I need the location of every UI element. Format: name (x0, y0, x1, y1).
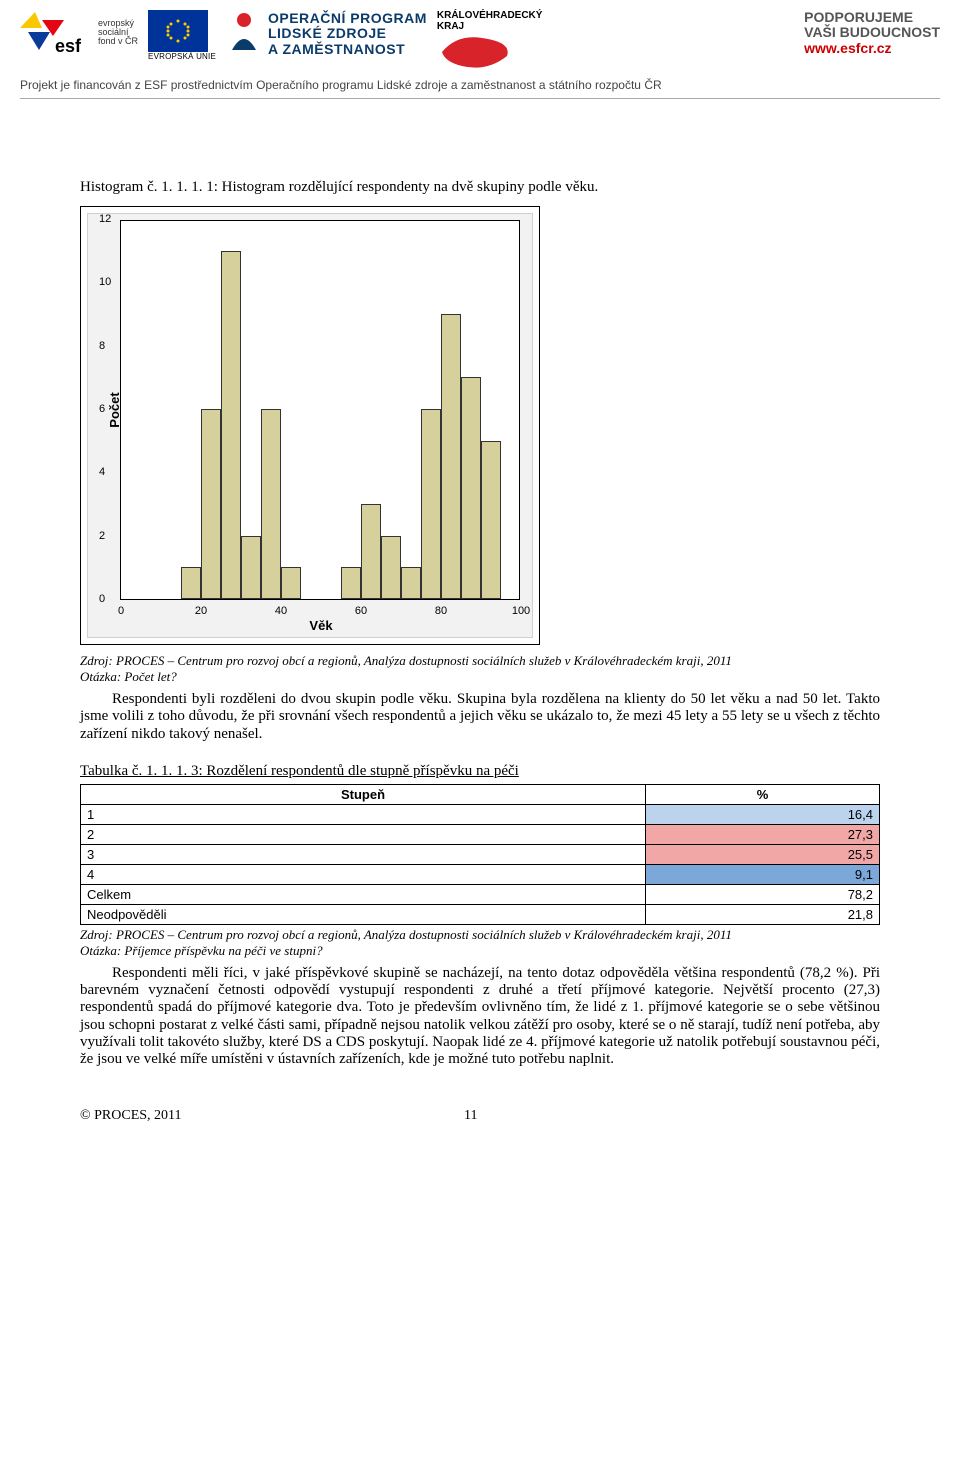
kraj-shape-icon (437, 32, 517, 70)
x-tick-label: 80 (435, 605, 447, 617)
logo-eu-block: EVROPSKÁ UNIE (148, 10, 216, 61)
histogram-bar (261, 409, 281, 599)
y-tick-label: 0 (99, 593, 105, 605)
logo-op-block: OPERAČNÍ PROGRAM LIDSKÉ ZDROJE A ZAMĚSTN… (226, 10, 427, 58)
histogram-bar (481, 441, 501, 599)
table-cell-label: 1 (81, 804, 646, 824)
support-line: VAŠI BUDOUCNOST (804, 25, 940, 40)
source-question: Otázka: Příjemce příspěvku na péči ve st… (80, 943, 880, 959)
y-tick-label: 8 (99, 340, 105, 352)
table-row: 227,3 (81, 824, 880, 844)
esf-star-icon: esf (20, 10, 90, 54)
table-caption: Tabulka č. 1. 1. 1. 3: Rozdělení respond… (80, 763, 880, 780)
table-cell-value: 21,8 (646, 904, 880, 924)
support-block: PODPORUJEME VAŠI BUDOUCNOST www.esfcr.cz (804, 10, 940, 56)
table-cell-value: 16,4 (646, 804, 880, 824)
table-cell-value: 78,2 (646, 884, 880, 904)
header-logos: esf evropský sociální fond v ČR EVROPSKÁ… (0, 0, 960, 74)
y-tick-label: 6 (99, 403, 105, 415)
table-cell-value: 25,5 (646, 844, 880, 864)
histogram-bar (281, 567, 301, 599)
y-tick-label: 12 (99, 213, 111, 225)
histogram-bar (421, 409, 441, 599)
chart-xlabel: Věk (120, 618, 522, 633)
project-funding-line: Projekt je financován z ESF prostřednict… (0, 74, 960, 98)
eu-flag-icon (148, 10, 208, 52)
histogram-chart: Počet 0 20 40 60 80 100 0 2 4 6 8 10 12 Věk (80, 206, 540, 645)
histogram-bar (401, 567, 421, 599)
table-row: 49,1 (81, 864, 880, 884)
op-text: OPERAČNÍ PROGRAM LIDSKÉ ZDROJE A ZAMĚSTN… (268, 11, 427, 57)
source-line: Zdroj: PROCES – Centrum pro rozvoj obcí … (80, 927, 880, 943)
kraj-line: KRÁLOVÉHRADECKÝ (437, 10, 543, 21)
support-link: www.esfcr.cz (804, 41, 940, 56)
table-cell-value: 9,1 (646, 864, 880, 884)
table-cell-label: 4 (81, 864, 646, 884)
table-header: % (646, 784, 880, 804)
x-tick-label: 60 (355, 605, 367, 617)
table-row: Neodpověděli21,8 (81, 904, 880, 924)
logo-kraj-block: KRÁLOVÉHRADECKÝ KRAJ (437, 10, 543, 70)
histogram-bar (201, 409, 221, 599)
header-divider (20, 98, 940, 99)
histogram-bar (441, 314, 461, 599)
source-question: Otázka: Počet let? (80, 669, 880, 685)
table-row: 325,5 (81, 844, 880, 864)
histogram-bar (181, 567, 201, 599)
table-cell-label: Neodpověděli (81, 904, 646, 924)
x-tick-label: 20 (195, 605, 207, 617)
histogram-bar (361, 504, 381, 599)
logo-esf-block: esf evropský sociální fond v ČR (20, 10, 138, 54)
y-tick-label: 2 (99, 530, 105, 542)
eu-label: EVROPSKÁ UNIE (148, 52, 216, 61)
table-cell-label: 3 (81, 844, 646, 864)
histogram-bar (221, 251, 241, 599)
paragraph: Respondenti měli říci, v jaké příspěvkov… (80, 965, 880, 1069)
kraj-line: KRAJ (437, 21, 464, 32)
x-tick-label: 100 (512, 605, 530, 617)
table-cell-label: Celkem (81, 884, 646, 904)
x-tick-label: 40 (275, 605, 287, 617)
histogram-bar (461, 377, 481, 599)
svg-text:esf: esf (55, 36, 82, 54)
histogram-caption: Histogram č. 1. 1. 1. 1: Histogram rozdě… (80, 179, 880, 196)
table-stupne: Stupeň % 116,4227,3325,549,1Celkem78,2Ne… (80, 784, 880, 925)
footer-copyright: © PROCES, 2011 (80, 1108, 182, 1124)
histogram-bar (241, 536, 261, 599)
table-row: Celkem78,2 (81, 884, 880, 904)
paragraph: Respondenti byli rozděleni do dvou skupi… (80, 691, 880, 743)
page-number: 11 (182, 1108, 760, 1124)
y-tick-label: 4 (99, 466, 105, 478)
op-line: A ZAMĚSTNANOST (268, 42, 427, 57)
y-tick-label: 10 (99, 276, 111, 288)
x-tick-label: 0 (118, 605, 124, 617)
op-person-icon (226, 10, 262, 58)
esf-line: fond v ČR (98, 37, 138, 46)
chart-ylabel: Počet (107, 392, 122, 427)
table-cell-label: 2 (81, 824, 646, 844)
table-row: 116,4 (81, 804, 880, 824)
op-line: OPERAČNÍ PROGRAM (268, 11, 427, 26)
histogram-bar (381, 536, 401, 599)
histogram-bar (341, 567, 361, 599)
source-line: Zdroj: PROCES – Centrum pro rozvoj obcí … (80, 653, 880, 669)
op-line: LIDSKÉ ZDROJE (268, 26, 427, 41)
table-cell-value: 27,3 (646, 824, 880, 844)
page-footer: © PROCES, 2011 11 (80, 1108, 880, 1124)
esf-caption: evropský sociální fond v ČR (98, 19, 138, 46)
table-header: Stupeň (81, 784, 646, 804)
